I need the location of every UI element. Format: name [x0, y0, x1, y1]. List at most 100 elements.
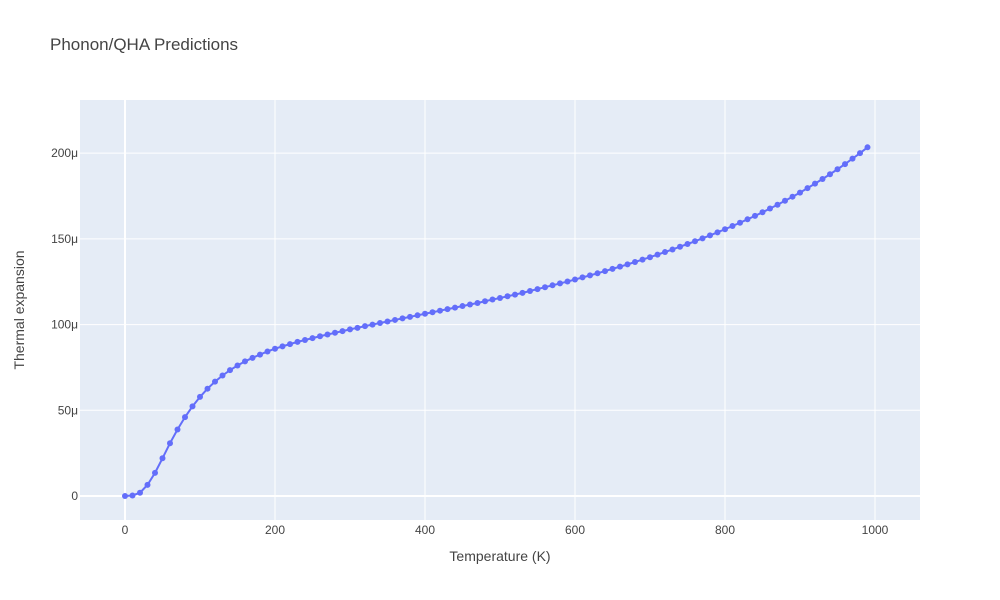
- data-point: [309, 335, 316, 342]
- data-point: [152, 469, 158, 476]
- data-point: [759, 209, 766, 216]
- chart-title: Phonon/QHA Predictions: [50, 35, 238, 54]
- data-point: [654, 251, 661, 258]
- data-point: [707, 232, 713, 239]
- data-point: [782, 197, 788, 204]
- data-point: [437, 307, 443, 314]
- data-point: [519, 289, 526, 296]
- data-point: [414, 312, 421, 319]
- data-point: [684, 241, 691, 247]
- data-point: [504, 293, 511, 300]
- data-point: [594, 270, 601, 277]
- data-point: [264, 348, 271, 355]
- data-point: [189, 403, 196, 410]
- data-point: [587, 272, 593, 279]
- data-point: [377, 320, 383, 327]
- data-point: [549, 282, 556, 289]
- data-point: [729, 223, 736, 229]
- data-point: [302, 337, 308, 343]
- data-point: [789, 193, 796, 200]
- data-point: [699, 235, 706, 242]
- data-point: [827, 171, 833, 178]
- series-points: [122, 144, 871, 499]
- data-point: [842, 161, 848, 168]
- data-point: [294, 338, 301, 345]
- x-tick-label: 0: [122, 523, 129, 537]
- data-point: [234, 362, 241, 369]
- y-tick-label: 50μ: [58, 403, 78, 417]
- data-point: [647, 254, 653, 261]
- data-point: [459, 303, 466, 310]
- data-point: [444, 306, 451, 313]
- x-tick-label: 800: [715, 523, 735, 537]
- y-tick-label: 150μ: [51, 232, 78, 246]
- data-point: [362, 323, 368, 330]
- data-point: [692, 238, 698, 245]
- data-point: [129, 492, 136, 499]
- data-point: [279, 343, 286, 350]
- data-point: [834, 166, 841, 173]
- data-point: [722, 226, 728, 233]
- data-point: [737, 219, 743, 226]
- y-axis-title: Thermal expansion: [11, 250, 27, 369]
- data-point: [159, 455, 166, 462]
- x-tick-labels: 0 200 400 600 800 1000: [122, 523, 889, 537]
- data-point: [557, 280, 563, 287]
- data-point: [137, 489, 143, 496]
- data-point: [662, 249, 668, 256]
- data-point: [332, 329, 338, 336]
- data-point: [767, 205, 773, 212]
- data-point: [489, 296, 496, 303]
- y-tick-label: 200μ: [51, 146, 78, 160]
- plot-area: [80, 100, 920, 520]
- data-point: [324, 331, 331, 338]
- data-point: [752, 212, 758, 219]
- data-point: [204, 385, 211, 392]
- data-point: [399, 315, 406, 322]
- series-line: [124, 146, 869, 497]
- x-tick-label: 400: [415, 523, 435, 537]
- data-point: [122, 493, 128, 499]
- data-point: [407, 313, 413, 320]
- data-point: [422, 310, 428, 317]
- data-point: [174, 426, 181, 433]
- data-point: [804, 185, 811, 192]
- data-point: [512, 291, 518, 298]
- data-point: [624, 261, 631, 268]
- data-point: [497, 295, 503, 301]
- data-point: [317, 333, 323, 340]
- data-point: [429, 309, 436, 316]
- data-point: [369, 321, 376, 328]
- data-point: [849, 155, 856, 162]
- data-point: [384, 318, 391, 325]
- data-point: [819, 176, 826, 183]
- data-point: [864, 144, 871, 151]
- data-point: [182, 414, 188, 421]
- grid-lines: [80, 100, 920, 520]
- data-point: [617, 263, 623, 270]
- data-point: [632, 259, 638, 265]
- data-point: [227, 367, 233, 374]
- data-point: [774, 201, 781, 208]
- data-point: [579, 274, 586, 281]
- data-point: [354, 324, 361, 331]
- data-point: [467, 301, 473, 308]
- data-point: [287, 341, 293, 348]
- data-point: [347, 326, 353, 333]
- x-tick-label: 600: [565, 523, 585, 537]
- data-point: [167, 440, 173, 447]
- data-point: [212, 378, 218, 385]
- x-axis-title: Temperature (K): [449, 548, 550, 564]
- data-point: [452, 304, 458, 311]
- data-point: [219, 372, 226, 379]
- data-point: [534, 286, 541, 293]
- data-point: [197, 393, 203, 400]
- data-point: [857, 150, 863, 157]
- data-point: [339, 328, 346, 335]
- data-point: [257, 351, 263, 358]
- data-point: [272, 345, 278, 352]
- data-point: [542, 284, 548, 291]
- data-point: [639, 256, 646, 263]
- data-point: [572, 276, 578, 283]
